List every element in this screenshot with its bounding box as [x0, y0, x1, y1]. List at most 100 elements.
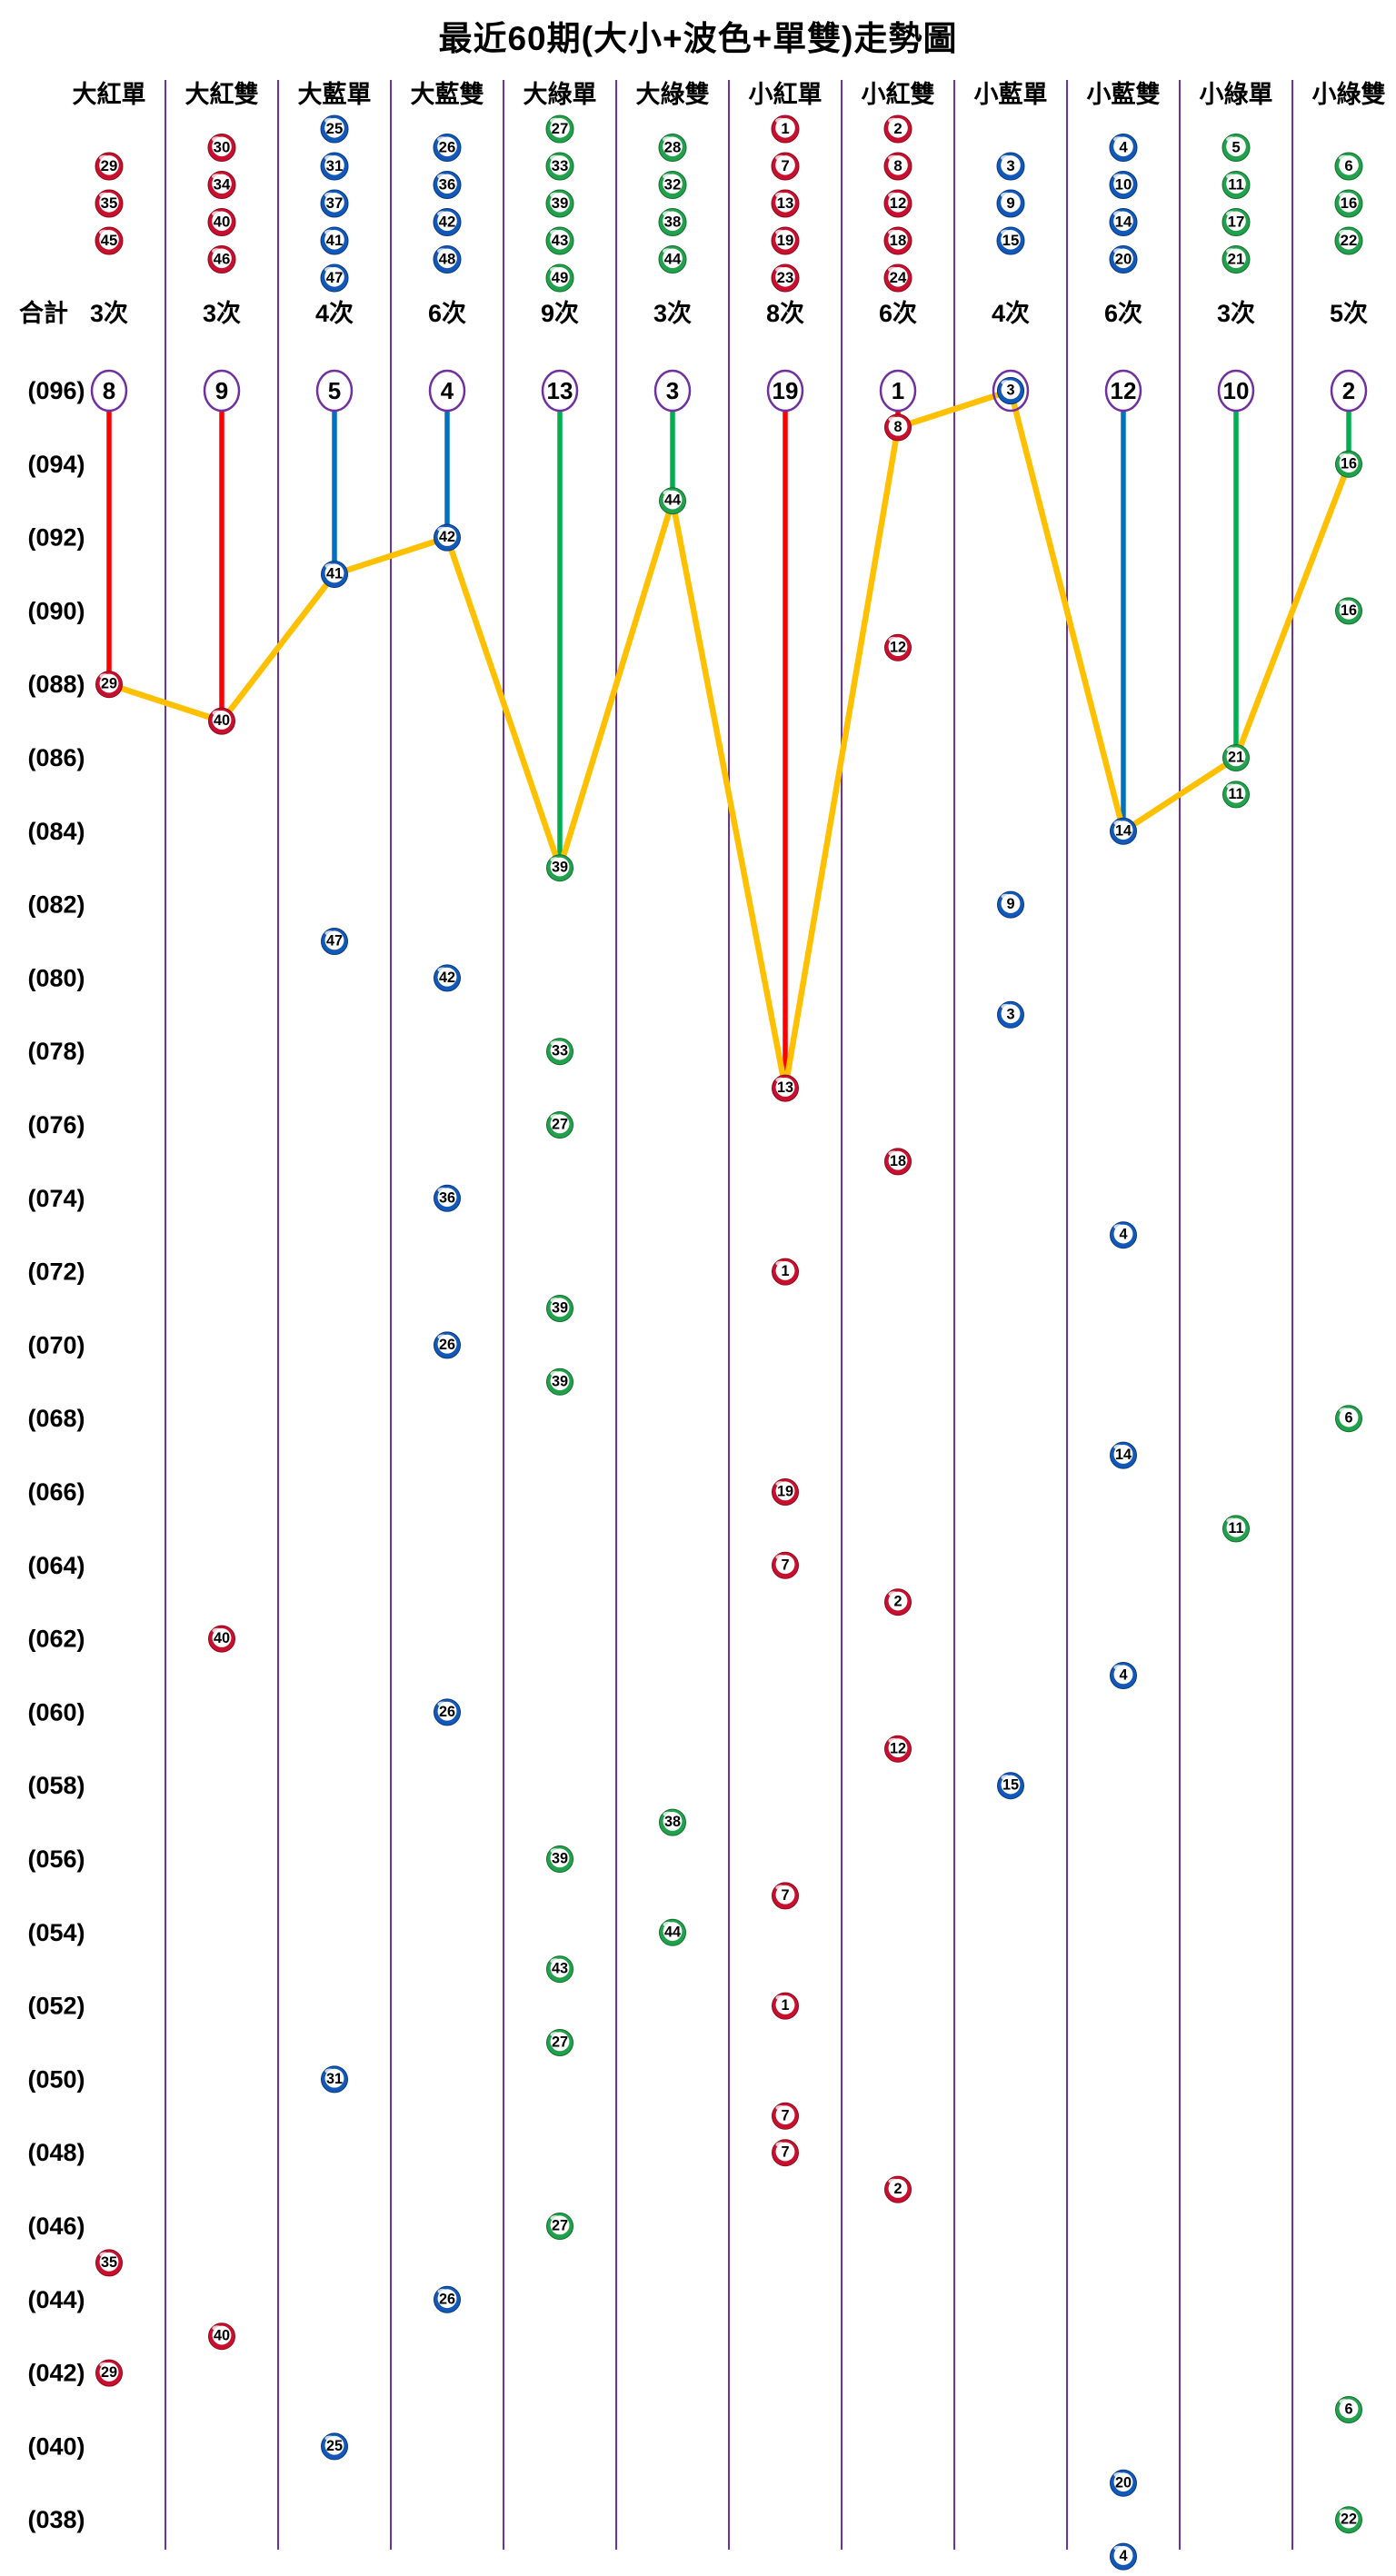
- ball-number: 11: [1228, 176, 1244, 194]
- ball-number: 5: [1231, 139, 1240, 156]
- ball-number: 41: [326, 566, 343, 582]
- ball-gloss: [437, 526, 448, 532]
- ball-gloss: [1113, 211, 1124, 217]
- draw-ball: 47: [321, 928, 348, 955]
- ball-gloss: [437, 967, 448, 973]
- ball-number: 6: [1344, 1410, 1352, 1427]
- ball-gloss: [775, 117, 786, 124]
- ball-number: 16: [1341, 602, 1357, 619]
- ball-gloss: [1001, 1775, 1012, 1781]
- header-member-ball: 47: [320, 264, 349, 293]
- draw-ball: 40: [208, 1625, 235, 1653]
- draw-ball: 18: [884, 1148, 912, 1176]
- ball-gloss: [663, 174, 673, 180]
- draw-ball: 39: [546, 1368, 573, 1396]
- draw-ball: 4: [1110, 2542, 1137, 2571]
- draw-ball: 29: [95, 2359, 123, 2387]
- ball-number: 31: [326, 157, 344, 174]
- ball-gloss: [437, 248, 448, 254]
- period-row-label: (060): [27, 1698, 85, 1726]
- period-row-label: (088): [27, 671, 85, 698]
- ball-number: 36: [439, 1189, 455, 1206]
- draw-ball: 14: [1110, 817, 1137, 845]
- ball-number: 13: [777, 194, 794, 212]
- column-header-label: 大綠雙: [636, 81, 710, 108]
- miss-circle-outline: [766, 369, 804, 413]
- ball-number: 24: [890, 269, 907, 286]
- miss-count-circle: 3: [653, 369, 692, 413]
- header-member-ball: 18: [883, 226, 912, 255]
- ball-gloss: [1113, 1224, 1124, 1230]
- ball-number: 39: [552, 860, 568, 876]
- ball-gloss: [1226, 783, 1237, 790]
- ball-gloss: [437, 136, 448, 143]
- total-value: 3次: [653, 300, 692, 327]
- draw-ball: 14: [1110, 1441, 1137, 1469]
- ball-gloss: [437, 1701, 448, 1707]
- header-member-ball: 37: [320, 189, 349, 218]
- ball-gloss: [888, 636, 899, 642]
- ball-gloss: [1339, 154, 1350, 161]
- ball-gloss: [888, 154, 899, 161]
- ball-number: 27: [552, 1117, 568, 1133]
- ball-gloss: [1113, 820, 1124, 826]
- period-row-label: (094): [27, 451, 85, 478]
- ball-gloss: [1226, 211, 1237, 217]
- miss-count-circle: 5: [315, 369, 354, 413]
- ball-gloss: [1226, 747, 1237, 752]
- ball-number: 26: [439, 139, 456, 156]
- ball-gloss: [550, 1114, 561, 1119]
- miss-circle-outline: [315, 369, 354, 413]
- ball-gloss: [663, 248, 673, 254]
- ball-number: 29: [101, 157, 118, 174]
- chart-title: 最近60期(大小+波色+單雙)走勢圖: [438, 20, 958, 57]
- ball-number: 22: [1341, 232, 1358, 249]
- ball-gloss: [324, 117, 335, 124]
- total-value: 6次: [879, 300, 917, 327]
- ball-gloss: [550, 192, 561, 198]
- ball-gloss: [1001, 1003, 1012, 1010]
- ball-number: 42: [439, 214, 456, 231]
- ball-number: 35: [101, 2254, 117, 2271]
- period-row-label: (046): [27, 2213, 85, 2240]
- draw-ball: 26: [434, 1331, 461, 1359]
- ball-gloss: [550, 2032, 561, 2037]
- ball-number: 7: [781, 2144, 789, 2161]
- ball-gloss: [1113, 1665, 1124, 1670]
- ball-number: 7: [781, 2107, 789, 2123]
- ball-number: 49: [552, 269, 569, 286]
- miss-count-number: 9: [215, 377, 228, 404]
- ball-number: 12: [890, 194, 907, 212]
- draw-ball: 4: [1110, 1662, 1137, 1689]
- ball-number: 6: [1344, 2402, 1352, 2418]
- ball-gloss: [550, 1958, 561, 1964]
- miss-circle-outline: [879, 369, 917, 413]
- ball-number: 4: [1119, 2548, 1127, 2564]
- ball-gloss: [550, 857, 561, 863]
- ball-gloss: [550, 229, 561, 235]
- header-member-ball: 40: [207, 208, 236, 236]
- ball-gloss: [212, 2325, 223, 2332]
- ball-number: 14: [1115, 214, 1132, 231]
- ball-number: 29: [101, 676, 117, 692]
- ball-number: 3: [1006, 157, 1014, 174]
- ball-gloss: [437, 211, 448, 217]
- ball-gloss: [1001, 893, 1012, 900]
- draw-ball: 9: [997, 890, 1024, 919]
- trend-line: [105, 387, 1352, 1091]
- ball-gloss: [212, 174, 223, 180]
- period-row-label: (056): [27, 1845, 85, 1873]
- period-row-label: (066): [27, 1478, 85, 1506]
- ball-gloss: [1226, 174, 1237, 180]
- ball-gloss: [99, 229, 110, 235]
- period-row-label: (096): [27, 377, 85, 404]
- ball-number: 3: [1006, 1006, 1014, 1022]
- ball-gloss: [99, 154, 110, 161]
- column-header-label: 小紅單: [749, 81, 823, 108]
- ball-number: 14: [1115, 822, 1132, 839]
- ball-gloss: [775, 1260, 786, 1267]
- period-row-label: (040): [27, 2432, 85, 2460]
- header-member-ball: 31: [320, 152, 349, 181]
- ball-number: 26: [439, 1704, 455, 1720]
- ball-number: 21: [1228, 750, 1244, 766]
